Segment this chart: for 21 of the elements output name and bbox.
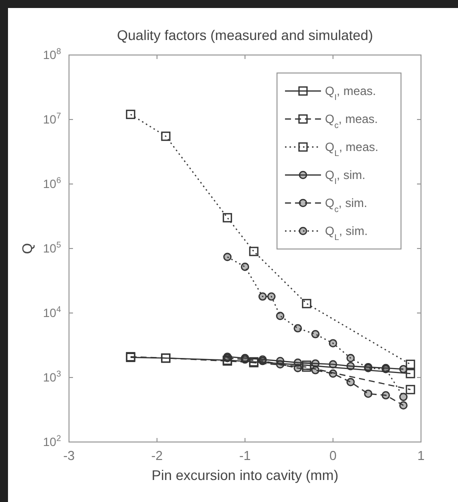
x-tick-label: -1 [239, 448, 251, 463]
chart-title: Quality factors (measured and simulated) [117, 27, 373, 43]
y-tick-label: 10$^{5}$ [42, 240, 62, 256]
y-tick-label: 10$^{6}$ [42, 175, 62, 192]
y-tick-label: 10$^{7}$ [42, 110, 62, 127]
legend-label: Q$_{L}$, meas. [325, 140, 378, 158]
x-axis-title: Pin excursion into cavity (mm) [152, 467, 338, 483]
x-tick-label: -3 [63, 448, 75, 463]
y-tick-label: 10$^{4}$ [42, 304, 62, 320]
legend-label: Q$_{c}$, meas. [325, 112, 378, 130]
legend-label: Q$_{I}$, meas. [325, 84, 376, 102]
legend-label: Q$_{L}$, sim. [325, 224, 368, 242]
y-axis-title: Q [19, 242, 35, 254]
x-tick-label: 1 [417, 448, 425, 463]
x-tick-label: 0 [329, 448, 337, 463]
x-tick-label: -2 [151, 448, 163, 463]
y-tick-label: 10$^{2}$ [42, 433, 62, 450]
y-tick-label: 10$^{8}$ [42, 46, 62, 62]
legend-label: Q$_{I}$, sim. [325, 168, 366, 186]
legend-label: Q$_{c}$, sim. [325, 196, 368, 214]
y-tick-label: 10$^{3}$ [42, 368, 62, 385]
